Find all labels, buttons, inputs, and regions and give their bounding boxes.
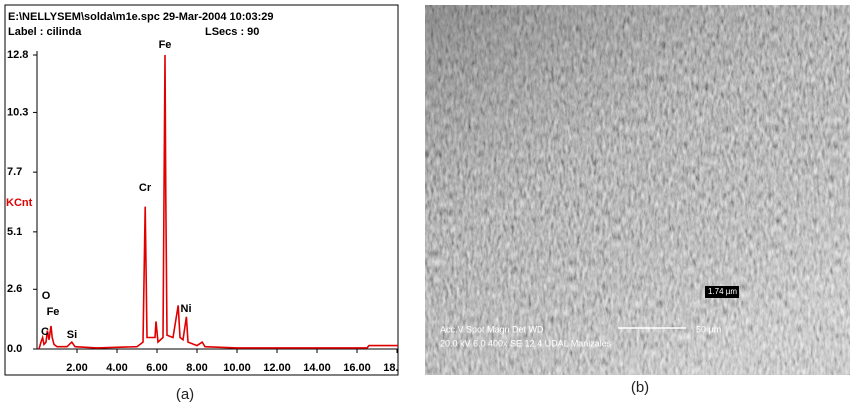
y-tick-label: 2.6 [7, 283, 22, 295]
scale-bar-label: 50 µm [696, 324, 721, 334]
info-header: Acc.V Spot Magn Det WD [440, 324, 544, 334]
y-tick-label: 10.3 [7, 106, 28, 118]
y-tick-label: 12.8 [7, 49, 28, 61]
x-tick-label: 16.00 [343, 362, 371, 374]
x-tick-label: 8.00 [186, 362, 207, 374]
figure: E:\NELLYSEM\solda\m1e.spc 29-Mar-2004 10… [0, 0, 858, 406]
x-tick-label: 6.00 [146, 362, 167, 374]
caption-b: (b) [631, 379, 649, 396]
peak-label: Cr [139, 182, 152, 194]
x-tick-label: 12.00 [263, 362, 291, 374]
peak-label: Fe [159, 39, 172, 51]
y-axis-label: KCnt [6, 197, 33, 209]
spectrum-frame [5, 5, 398, 375]
label-text: Label : cilinda [8, 26, 82, 38]
file-header: E:\NELLYSEM\solda\m1e.spc 29-Mar-2004 10… [8, 11, 274, 23]
peak-label: Fe [47, 306, 60, 318]
caption-a: (a) [176, 386, 194, 403]
info-values: 20.0 kV 6.0 400x SE 12.4 UDAL Manizales [440, 338, 612, 348]
y-tick-label: 0.0 [7, 343, 22, 355]
y-tick-label: 5.1 [7, 226, 22, 238]
x-tick-label: 14.00 [303, 362, 331, 374]
lsecs: LSecs : 90 [205, 26, 259, 38]
chart: E:\NELLYSEM\solda\m1e.spc 29-Mar-2004 10… [0, 0, 858, 406]
peak-label: O [42, 290, 51, 302]
sem-shading [425, 5, 850, 375]
peak-label: Ni [181, 303, 192, 315]
peak-label: Si [67, 329, 77, 341]
x-tick-label: 10.00 [223, 362, 251, 374]
x-tick-label: 18.00 [383, 362, 411, 374]
scale-label: 1.74 µm [708, 287, 737, 296]
x-tick-label: 2.00 [66, 362, 87, 374]
y-tick-label: 7.7 [7, 166, 22, 178]
peak-label: C [41, 326, 49, 338]
x-tick-label: 4.00 [106, 362, 127, 374]
